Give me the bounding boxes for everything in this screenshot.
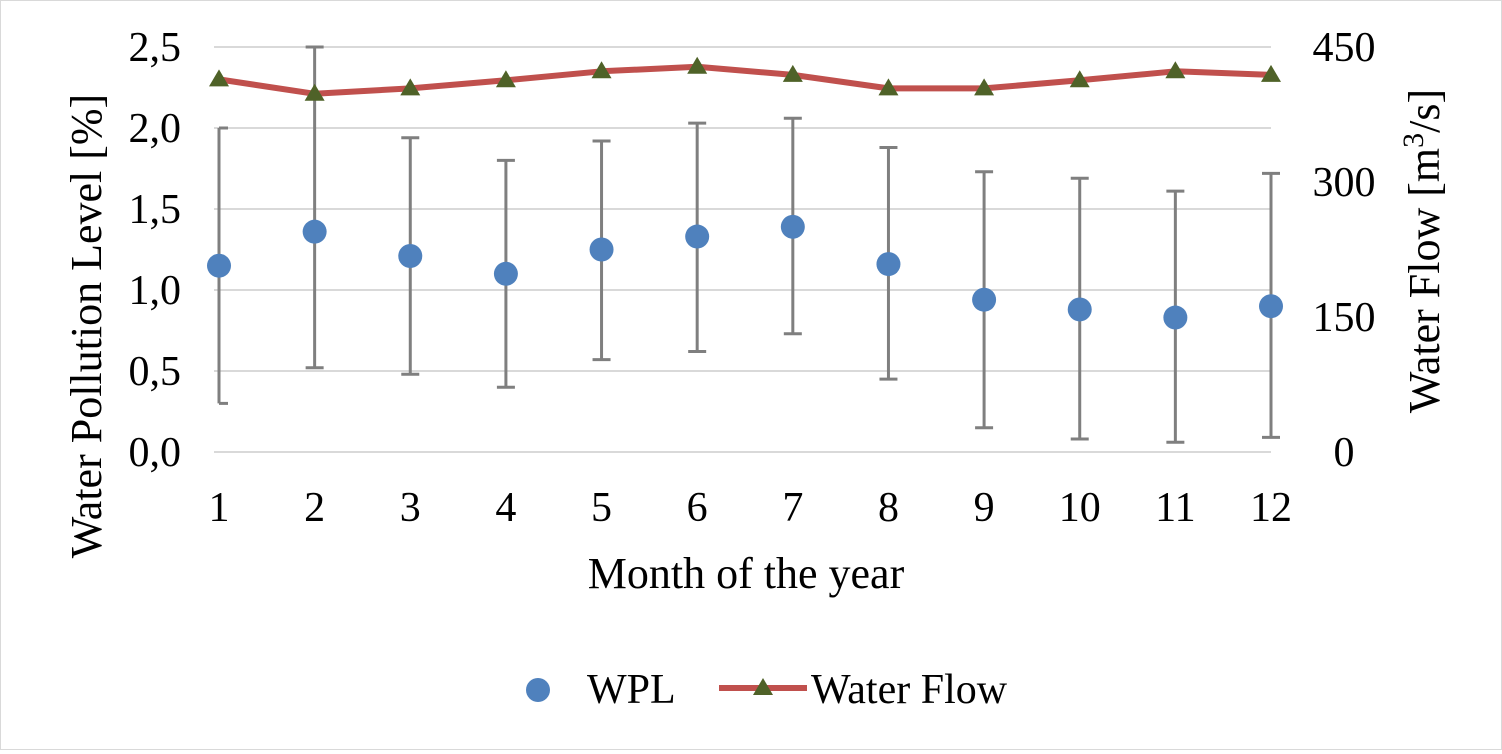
- water-flow-point: [974, 78, 995, 96]
- water-flow-series: [209, 56, 1281, 101]
- wpl-point: [493, 261, 518, 286]
- wpl-series: [207, 214, 1283, 330]
- wpl-point: [1259, 294, 1283, 319]
- wpl-point: [207, 253, 231, 278]
- x-tick-label: 8: [878, 485, 899, 531]
- y-tick-label: 1,5: [129, 187, 182, 233]
- x-tick-label: 7: [782, 485, 803, 531]
- legend-water-flow-label: Water Flow: [811, 667, 1008, 713]
- wpl-point: [398, 243, 423, 268]
- y2-tick-label: 150: [1313, 295, 1376, 341]
- legend-wpl-marker: [526, 678, 550, 702]
- x-tick-label: 9: [974, 485, 995, 531]
- y-tick-label: 0,5: [129, 349, 182, 395]
- water-flow-point: [1165, 61, 1186, 79]
- wpl-point: [876, 252, 901, 277]
- water-flow-point: [304, 83, 325, 101]
- x-tick-label: 5: [591, 485, 612, 531]
- water-flow-point: [782, 64, 803, 82]
- wpl-error-bars: [217, 45, 1280, 444]
- gridlines: [214, 46, 1271, 453]
- right-axis-ticks: 0 150 300 450: [1313, 25, 1376, 476]
- legend-wpl-label: WPL: [587, 667, 676, 713]
- water-flow-point: [1261, 64, 1281, 82]
- water-flow-point: [400, 78, 421, 96]
- y2-tick-label: 450: [1313, 25, 1376, 71]
- x-tick-label: 1: [209, 485, 230, 531]
- x-axis-title: Month of the year: [588, 549, 905, 598]
- wpl-point: [685, 224, 710, 249]
- y2-axis-title: Water Flow [m3/s]: [1397, 89, 1450, 413]
- wpl-point: [1163, 305, 1188, 330]
- legend: WPL Water Flow: [526, 667, 1008, 713]
- y-axis-title: Water Pollution Level [%]: [62, 94, 111, 558]
- x-axis-ticks: 1 2 3 4 5 6 7 8 9 10 11 12: [209, 485, 1293, 531]
- left-axis-ticks: 0,0 0,5 1,0 1,5 2,0 2,5: [129, 25, 182, 476]
- x-tick-label: 12: [1250, 485, 1292, 531]
- water-flow-point: [495, 70, 516, 88]
- wpl-point: [589, 237, 614, 262]
- water-flow-point: [878, 78, 899, 96]
- x-tick-label: 6: [687, 485, 708, 531]
- y-tick-label: 2,5: [129, 25, 182, 71]
- water-flow-point: [1069, 70, 1090, 88]
- y2-tick-label: 300: [1313, 160, 1376, 206]
- y-tick-label: 1,0: [129, 268, 182, 314]
- x-tick-label: 4: [495, 485, 516, 531]
- y-tick-label: 2,0: [129, 106, 182, 152]
- water-flow-point: [687, 56, 708, 74]
- x-tick-label: 2: [304, 485, 325, 531]
- wpl-point: [780, 214, 805, 239]
- water-flow-line: [218, 63, 1272, 97]
- x-tick-label: 3: [400, 485, 421, 531]
- legend-water-flow-marker: [753, 678, 773, 695]
- water-flow-point: [209, 69, 229, 87]
- water-flow-point: [591, 61, 612, 79]
- wpl-point: [1067, 297, 1092, 322]
- x-tick-label: 11: [1155, 485, 1195, 531]
- x-tick-label: 10: [1059, 485, 1101, 531]
- wpl-point: [302, 219, 327, 244]
- y-tick-label: 0,0: [129, 430, 182, 476]
- y2-tick-label: 0: [1334, 430, 1355, 476]
- wpl-point: [972, 287, 997, 312]
